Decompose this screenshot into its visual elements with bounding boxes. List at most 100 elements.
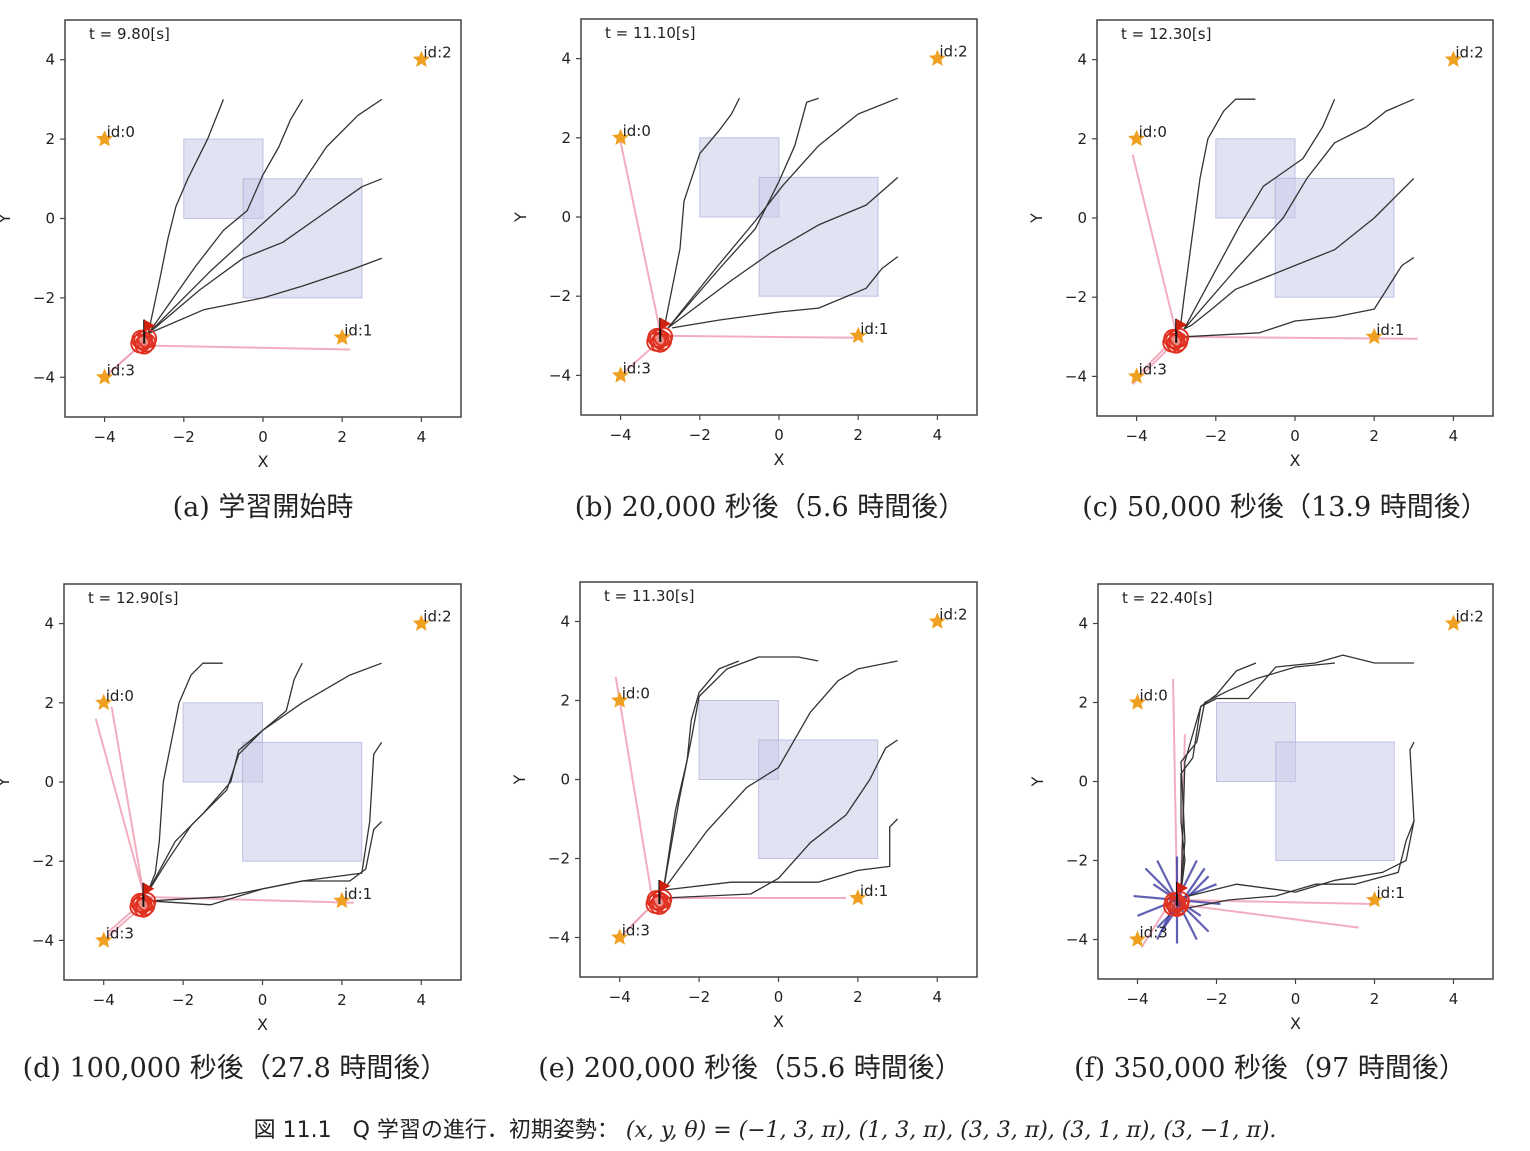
trajectory-0: [1179, 98, 1256, 329]
y-tick-label: −2: [32, 852, 54, 870]
x-axis-label: X: [773, 1012, 784, 1031]
landmark-star-icon: [1128, 693, 1147, 710]
y-tick-label: 4: [44, 615, 54, 633]
landmark-label: id:3: [107, 361, 135, 379]
landmark-star-icon: [611, 928, 629, 945]
trajectory-2: [662, 660, 898, 891]
obstacle-1: [758, 739, 879, 859]
x-tick-label: −2: [689, 426, 711, 444]
observation-line-0: [94, 718, 145, 894]
figure-number: 図 11.1: [253, 1118, 332, 1143]
landmark-star-icon: [412, 50, 430, 67]
y-axis-label: Y: [0, 777, 13, 788]
robot-flag-icon: [143, 882, 155, 895]
observation-line-4: [1140, 903, 1170, 948]
robot-flag-icon: [659, 880, 671, 892]
landmark-label: id:0: [107, 123, 135, 141]
landmark-star-icon: [928, 612, 946, 629]
trajectory-4: [1188, 820, 1415, 909]
landmark-star-icon: [928, 49, 946, 66]
trajectory-2: [147, 98, 383, 335]
x-tick-label: −2: [688, 988, 710, 1006]
x-tick-label: 0: [258, 428, 268, 446]
x-tick-label: 2: [853, 988, 863, 1006]
x-tick-label: 0: [258, 991, 268, 1009]
y-tick-label: 4: [1077, 51, 1087, 69]
trajectory-3: [151, 742, 383, 902]
y-tick-label: −2: [549, 287, 571, 305]
y-tick-label: 2: [561, 129, 571, 147]
x-tick-label: −4: [93, 991, 115, 1009]
y-tick-label: 2: [45, 130, 55, 148]
landmark-star-icon: [849, 889, 867, 906]
caption-b: (b) 20,000 秒後（5.6 時間後）: [574, 492, 966, 523]
landmark-label: id:0: [1140, 687, 1168, 705]
trajectory-4: [671, 256, 899, 329]
trajectory-2: [1180, 654, 1414, 893]
observation-line-1: [110, 706, 145, 894]
x-tick-label: 0: [1290, 427, 1300, 445]
observation-line-0: [614, 676, 653, 895]
x-axis-label: X: [258, 452, 269, 471]
panel-d: id:0 id:1 id:2 id:3 t = 12.90[s] −4 −2 0 2 4 −4 −2 0…: [0, 583, 462, 1034]
trajectory-0: [662, 660, 740, 891]
x-axis-label: X: [257, 1015, 268, 1034]
y-tick-label: −2: [33, 289, 55, 307]
x-tick-label: −4: [610, 426, 632, 444]
landmark-label: id:1: [860, 320, 888, 338]
landmark-label: id:0: [622, 685, 650, 703]
x-tick-label: 2: [337, 428, 347, 446]
observation-line-3: [1176, 902, 1359, 929]
panel-e: id:0 id:1 id:2 id:3 t = 11.30[s] −4 −2 0 2 4 −4 −2 0…: [510, 581, 978, 1031]
robot-flag-icon: [1177, 882, 1188, 894]
y-tick-label: 0: [1077, 209, 1087, 227]
y-tick-label: 2: [44, 694, 54, 712]
observation-line-0: [144, 344, 351, 351]
x-tick-label: −4: [609, 988, 631, 1006]
trajectory-1: [146, 662, 303, 894]
y-tick-label: 0: [560, 771, 570, 789]
landmark-label: id:3: [1139, 360, 1167, 378]
trajectory-0: [147, 99, 225, 334]
landmark-star-icon: [333, 891, 351, 909]
trajectory-4: [1184, 257, 1415, 338]
y-tick-label: −4: [549, 366, 571, 384]
landmark-star-icon: [1444, 50, 1462, 67]
x-tick-label: −2: [1205, 427, 1227, 445]
trajectory-1: [667, 97, 819, 329]
trajectory-1: [662, 656, 819, 891]
plot-area: [611, 612, 946, 945]
x-axis-label: X: [1290, 1014, 1301, 1033]
time-label: t = 9.80[s]: [89, 25, 170, 43]
trajectory-4: [147, 821, 383, 906]
landmark-label: id:0: [1139, 123, 1167, 141]
robot-flag-icon: [660, 317, 672, 330]
y-tick-label: 4: [560, 613, 570, 631]
y-tick-label: −4: [32, 931, 54, 949]
time-label: t = 11.10[s]: [605, 24, 695, 42]
y-tick-label: −4: [1066, 931, 1088, 949]
landmark-label: id:1: [344, 322, 372, 340]
trajectory-0: [1180, 662, 1257, 893]
x-tick-label: −4: [1126, 990, 1148, 1008]
figure-math: (x, y, θ) = (−1, 3, π), (1, 3, π), (3, 3…: [625, 1118, 1277, 1143]
x-tick-label: 0: [1291, 990, 1301, 1008]
x-tick-label: 4: [933, 988, 943, 1006]
trajectory-1: [1183, 98, 1336, 330]
landmark-star-icon: [95, 693, 113, 711]
trajectory-2: [667, 97, 899, 329]
trajectory-2: [1183, 98, 1415, 330]
panel-c: id:0 id:1 id:2 id:3 t = 12.30[s] −4 −2 0 2 4 −4 −2 0…: [1027, 19, 1494, 470]
trajectory-3: [667, 176, 899, 329]
landmark-star-icon: [1128, 930, 1147, 947]
landmark-label: id:2: [423, 44, 451, 62]
observation-line-0: [1131, 154, 1178, 334]
y-tick-label: 2: [1077, 130, 1087, 148]
landmark-label: id:3: [622, 922, 650, 940]
landmark-star-icon: [612, 128, 630, 146]
landmark-star-icon: [96, 368, 114, 385]
landmark-label: id:3: [1140, 924, 1168, 942]
x-tick-label: 0: [774, 426, 784, 444]
y-axis-label: Y: [1028, 776, 1047, 787]
